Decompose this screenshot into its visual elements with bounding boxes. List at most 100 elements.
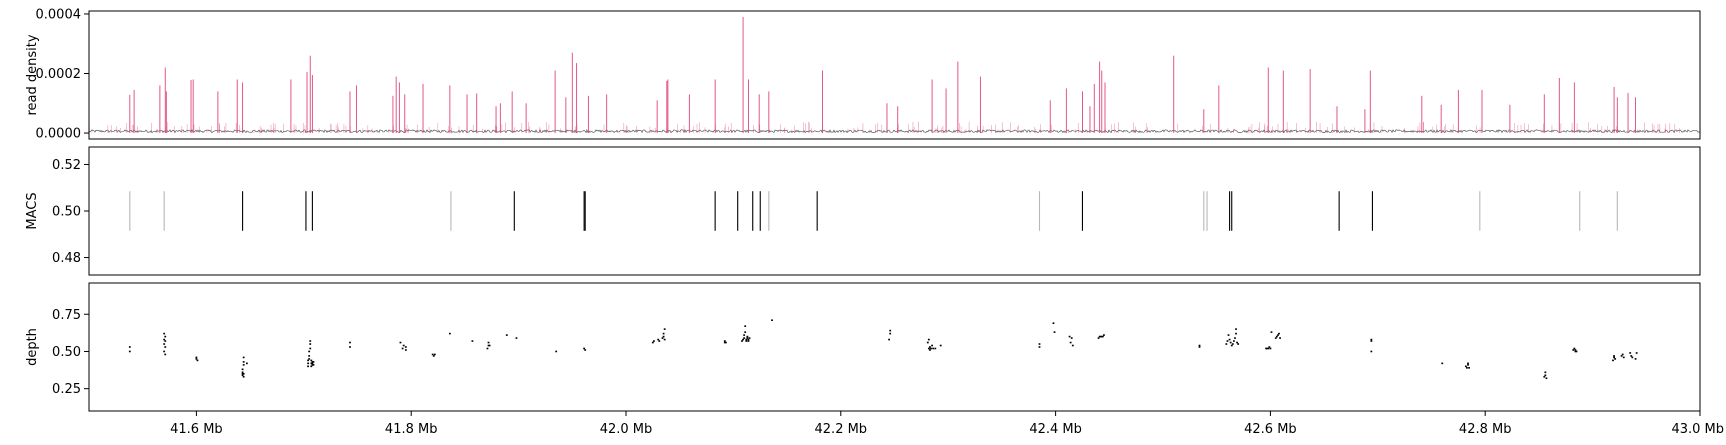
depth-point bbox=[402, 344, 405, 347]
depth-point bbox=[723, 340, 726, 342]
depth-point bbox=[1069, 341, 1072, 344]
depth-point bbox=[1629, 352, 1632, 354]
depth-point bbox=[1229, 341, 1232, 344]
depth-point bbox=[1052, 322, 1055, 324]
depth-point bbox=[128, 346, 131, 348]
depth-point bbox=[747, 340, 750, 342]
depth-point bbox=[1631, 356, 1634, 359]
depth-point bbox=[584, 349, 587, 351]
depth-point bbox=[583, 347, 586, 350]
depth-point bbox=[1278, 332, 1280, 335]
depth-point bbox=[1237, 343, 1240, 345]
depth-point bbox=[1543, 375, 1546, 378]
depth-point bbox=[661, 337, 664, 339]
x-tick-label: 42.6 Mb bbox=[1244, 422, 1297, 437]
y-tick-label: 0.75 bbox=[52, 308, 81, 323]
plot-area-1 bbox=[129, 191, 1618, 231]
panel-frame bbox=[88, 282, 1701, 412]
depth-point bbox=[1038, 346, 1041, 348]
x-tick-label: 41.6 Mb bbox=[170, 422, 223, 437]
depth-point bbox=[241, 372, 244, 375]
depth-point bbox=[1198, 344, 1201, 347]
depth-point bbox=[312, 364, 315, 366]
depth-point bbox=[1612, 359, 1614, 362]
x-tick-label: 43.0 Mb bbox=[1671, 422, 1724, 437]
depth-point bbox=[1620, 355, 1623, 357]
depth-point bbox=[1267, 347, 1270, 350]
depth-point bbox=[310, 362, 313, 365]
depth-point bbox=[487, 341, 490, 344]
depth-point bbox=[746, 335, 749, 338]
depth-point bbox=[1545, 377, 1548, 380]
depth-point bbox=[1275, 335, 1278, 338]
depth-point bbox=[241, 374, 244, 377]
depth-point bbox=[1232, 340, 1235, 342]
depth-point bbox=[164, 340, 167, 342]
depth-point bbox=[932, 347, 935, 350]
depth-point bbox=[930, 347, 932, 350]
depth-point bbox=[1100, 335, 1103, 338]
depth-point bbox=[747, 338, 750, 341]
depth-point bbox=[927, 347, 930, 350]
depth-point bbox=[662, 335, 665, 338]
depth-point bbox=[742, 338, 744, 341]
depth-point bbox=[746, 337, 749, 339]
depth-point bbox=[1265, 347, 1268, 350]
depth-point bbox=[889, 332, 892, 335]
depth-point bbox=[1266, 347, 1269, 350]
depth-point bbox=[662, 332, 665, 335]
panel-frame bbox=[88, 146, 1701, 276]
depth-point bbox=[245, 362, 248, 365]
depth-point bbox=[401, 347, 404, 350]
depth-point bbox=[431, 353, 434, 356]
depth-point bbox=[1572, 349, 1575, 351]
depth-point bbox=[888, 338, 891, 341]
depth-point bbox=[242, 361, 245, 363]
depth-point bbox=[889, 329, 892, 332]
depth-point bbox=[1053, 331, 1056, 333]
depth-point bbox=[927, 338, 930, 341]
depth-point bbox=[1234, 337, 1236, 339]
depth-point bbox=[1613, 355, 1615, 357]
depth-point bbox=[771, 319, 773, 322]
depth-point bbox=[1613, 356, 1615, 359]
depth-point bbox=[311, 361, 314, 363]
depth-point bbox=[164, 346, 167, 348]
y-tick-label: 0.0000 bbox=[36, 127, 82, 142]
depth-point bbox=[1575, 350, 1578, 353]
depth-point bbox=[1441, 362, 1444, 365]
depth-point bbox=[487, 344, 490, 347]
y-axis-label: MACS bbox=[25, 192, 40, 229]
depth-point bbox=[433, 353, 436, 356]
depth-point bbox=[242, 372, 245, 375]
depth-point bbox=[1277, 334, 1279, 336]
depth-point bbox=[931, 344, 933, 347]
depth-point bbox=[939, 344, 942, 347]
depth-point bbox=[1269, 347, 1272, 350]
depth-point bbox=[242, 375, 245, 378]
depth-point bbox=[505, 334, 508, 336]
depth-point bbox=[745, 340, 748, 342]
y-tick-label: 0.25 bbox=[52, 382, 81, 397]
depth-point bbox=[1464, 365, 1467, 368]
depth-point bbox=[723, 341, 726, 344]
depth-point bbox=[1270, 331, 1273, 333]
depth-point bbox=[1226, 340, 1229, 342]
depth-point bbox=[349, 341, 351, 344]
depth-point bbox=[744, 331, 747, 333]
depth-point bbox=[471, 340, 474, 342]
depth-point bbox=[1235, 328, 1237, 330]
depth-point bbox=[1268, 346, 1271, 348]
depth-point bbox=[929, 346, 931, 348]
x-axis: 41.6 Mb 41.8 Mb 42.0 Mb 42.2 Mb 42.4 Mb 42.6 … bbox=[170, 411, 1724, 437]
depth-point bbox=[1225, 343, 1228, 345]
x-tick-label: 42.0 Mb bbox=[600, 422, 653, 437]
depth-point bbox=[128, 350, 131, 353]
depth-point bbox=[1279, 337, 1281, 339]
depth-point bbox=[1614, 358, 1617, 360]
depth-point bbox=[309, 347, 312, 350]
depth-point bbox=[307, 359, 309, 362]
depth-point bbox=[1574, 350, 1577, 353]
depth-point bbox=[164, 353, 167, 356]
depth-point bbox=[929, 349, 931, 351]
